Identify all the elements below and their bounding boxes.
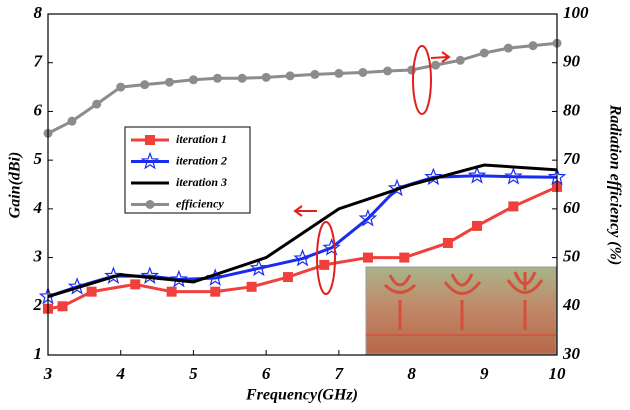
- photo-antennas: [366, 271, 556, 336]
- marker: [57, 301, 68, 312]
- y2-axis-label: Radiation efficiency (%): [606, 104, 623, 266]
- y-tick-label: 2: [33, 295, 43, 314]
- y2-tick-label: 40: [562, 295, 581, 314]
- marker: [455, 55, 465, 65]
- marker: [479, 48, 489, 58]
- plot-frame: [47, 13, 558, 356]
- marker: [130, 279, 141, 290]
- y2-tick-label: 50: [563, 246, 581, 265]
- x-tick-label: 3: [43, 364, 53, 383]
- marker: [407, 65, 417, 75]
- marker: [358, 208, 378, 227]
- y-tick-label: 8: [34, 3, 43, 22]
- y2-tick-label: 60: [563, 198, 581, 217]
- y2-tick-label: 80: [563, 100, 581, 119]
- marker: [387, 178, 407, 197]
- y-tick-label: 6: [34, 100, 43, 119]
- marker: [246, 281, 257, 292]
- marker: [140, 266, 160, 285]
- marker: [210, 286, 221, 297]
- x-axis-label: Frequency(GHz): [245, 387, 358, 404]
- marker: [67, 116, 77, 126]
- marker: [424, 167, 443, 186]
- x-tick-label: 4: [115, 364, 125, 383]
- marker: [249, 258, 269, 277]
- marker: [92, 99, 102, 109]
- marker: [362, 252, 373, 263]
- marker: [504, 166, 523, 185]
- marker: [503, 43, 513, 53]
- x-tick-label: 5: [189, 364, 198, 383]
- marker: [212, 73, 222, 83]
- marker: [399, 252, 410, 263]
- marker: [282, 272, 293, 283]
- series-line: [47, 163, 558, 298]
- marker: [285, 71, 295, 81]
- marker: [358, 67, 368, 77]
- legend-label: iteration 2: [176, 153, 227, 167]
- x-tick-label: 8: [407, 364, 416, 383]
- marker: [383, 66, 393, 76]
- marker: [169, 269, 189, 288]
- marker: [145, 135, 155, 145]
- y2-tick-label: 100: [563, 3, 589, 22]
- marker: [310, 69, 320, 79]
- marker: [293, 248, 312, 267]
- marker: [334, 68, 344, 78]
- marker: [145, 200, 155, 209]
- x-tick-label: 10: [549, 364, 567, 383]
- y-tick-label: 7: [34, 52, 44, 71]
- y-tick-label: 4: [33, 198, 43, 217]
- marker: [467, 166, 487, 184]
- y-tick-label: 5: [34, 149, 43, 168]
- marker: [261, 72, 271, 82]
- legend-label: efficiency: [176, 196, 224, 210]
- marker: [67, 277, 87, 295]
- marker: [528, 41, 538, 51]
- x-tick-label: 7: [335, 364, 345, 383]
- marker: [166, 286, 177, 297]
- x-tick-label: 6: [262, 364, 271, 383]
- y2-tick-label: 30: [562, 344, 581, 363]
- y-tick-label: 1: [34, 344, 43, 363]
- legend-label: iteration 3: [176, 175, 227, 189]
- marker: [164, 77, 174, 87]
- y-axis-label: Gain(dBi): [7, 152, 24, 219]
- marker: [508, 201, 519, 212]
- y2-tick-label: 70: [563, 149, 581, 168]
- marker: [188, 75, 198, 85]
- y-tick-label: 3: [33, 246, 43, 265]
- marker: [322, 238, 341, 256]
- marker: [319, 259, 330, 270]
- marker: [431, 60, 441, 70]
- x-tick-label: 9: [480, 364, 489, 383]
- marker: [140, 80, 150, 90]
- series-line: [47, 41, 558, 135]
- marker: [472, 220, 483, 231]
- marker: [140, 151, 160, 170]
- marker: [86, 286, 97, 297]
- marker: [237, 73, 247, 83]
- annotations: [293, 45, 451, 295]
- marker: [442, 237, 453, 248]
- marker: [116, 82, 126, 92]
- legend-label: iteration 1: [176, 132, 227, 146]
- y2-tick-label: 90: [563, 52, 581, 71]
